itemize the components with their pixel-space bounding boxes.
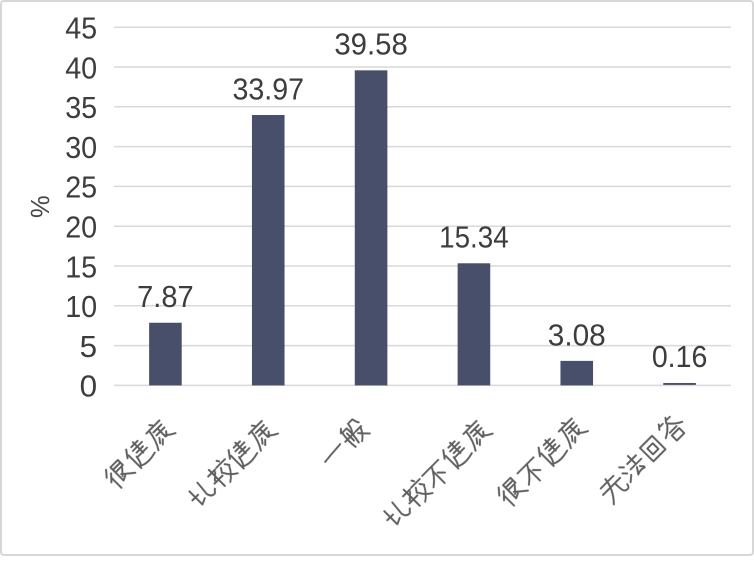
svg-text:33.97: 33.97 [233,71,305,106]
svg-text:25: 25 [65,170,97,205]
svg-text:10: 10 [65,289,97,324]
svg-text:40: 40 [65,50,97,85]
svg-text:20: 20 [65,210,97,245]
svg-text:7.87: 7.87 [137,279,194,314]
svg-text:0: 0 [80,369,98,404]
svg-text:39.58: 39.58 [334,27,408,62]
svg-text:35: 35 [65,90,97,125]
svg-text:15: 15 [65,249,97,284]
svg-text:30: 30 [65,130,97,165]
svg-text:45: 45 [65,11,97,46]
svg-text:3.08: 3.08 [548,317,606,352]
svg-text:0.16: 0.16 [652,339,708,374]
svg-text:%: % [27,195,55,218]
svg-text:15.34: 15.34 [439,220,509,255]
svg-text:5: 5 [80,329,98,364]
